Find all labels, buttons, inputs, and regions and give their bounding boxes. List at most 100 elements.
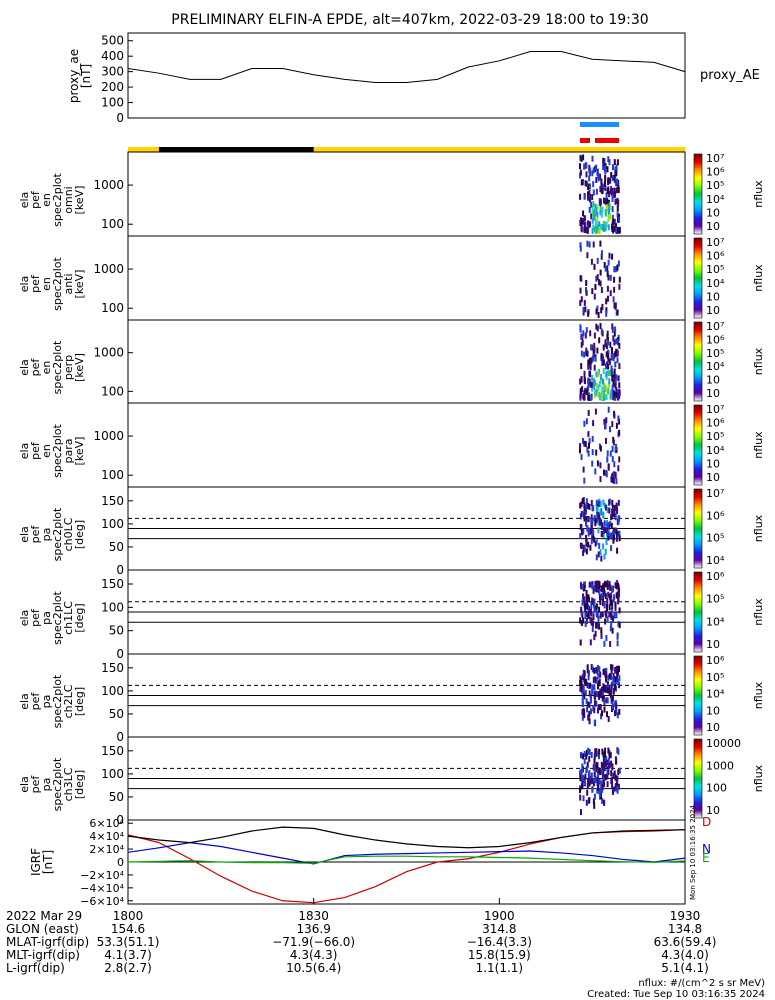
spectrogram-pixel — [594, 758, 596, 764]
spectrogram-pixel — [584, 371, 586, 377]
spectrogram-pixel — [600, 549, 602, 555]
spectrogram-pixel — [619, 535, 621, 541]
proxy-ae-ylabel: [nT] — [79, 64, 93, 88]
spectrogram-pixel — [612, 628, 614, 634]
side-date-label: Mon Sep 10 03:16:35 2024 — [689, 804, 697, 900]
spectrogram-pixel — [594, 468, 596, 474]
spectrogram-pixel — [591, 778, 593, 784]
spectrogram-pixel — [600, 374, 602, 380]
spectrogram-pixel — [599, 672, 601, 678]
panel-ch1LC-ytick-label: 0 — [116, 647, 124, 661]
spectrogram-pixel — [596, 383, 598, 389]
spectrogram-pixel — [589, 582, 591, 588]
spectrogram-pixel — [582, 340, 584, 346]
panel-anti-ytick-label: 1000 — [93, 262, 124, 276]
spectrogram-pixel — [599, 594, 601, 600]
spectrogram-pixel — [595, 165, 597, 171]
spectrogram-pixel — [580, 640, 582, 646]
spectrogram-pixel — [597, 258, 599, 264]
spectrogram-pixel — [604, 619, 606, 625]
spectrogram-pixel — [605, 266, 607, 272]
spectrogram-pixel — [615, 444, 617, 450]
spectrogram-pixel — [597, 371, 599, 377]
spectrogram-pixel — [586, 698, 588, 704]
spectrogram-pixel — [610, 394, 612, 400]
spectrogram-pixel — [580, 752, 582, 758]
spectrogram-pixel — [614, 159, 616, 165]
spectrogram-pixel — [605, 372, 607, 378]
spectrogram-pixel — [584, 547, 586, 553]
panel-ch3LC-ylabel: [deg] — [73, 770, 86, 799]
spectrogram-pixel — [592, 181, 594, 187]
spectrogram-pixel — [607, 698, 609, 704]
panel-ch2LC-ytick-label: 0 — [116, 730, 124, 744]
spectrogram-pixel — [586, 596, 588, 602]
spectrogram-pixel — [588, 674, 590, 680]
spectrogram-pixel — [579, 194, 581, 200]
spectrogram-pixel — [593, 707, 595, 713]
science-zone-bar-blue — [580, 122, 619, 127]
spectrogram-pixel — [589, 168, 591, 174]
spectrogram-pixel — [583, 467, 585, 473]
spectrogram-pixel — [605, 298, 607, 304]
spectrogram-pixel — [590, 609, 592, 615]
spectrogram-pixel — [604, 198, 606, 204]
created-note: Created: Tue Sep 10 03:16:35 2024 — [587, 989, 765, 1000]
spectrogram-pixel — [613, 287, 615, 293]
panel-perp-colorbar — [694, 322, 702, 401]
spectrogram-pixel — [611, 254, 613, 260]
spectrogram-pixel — [588, 443, 590, 449]
spectrogram-pixel — [605, 363, 607, 369]
time-tick-label: 1800 — [113, 909, 144, 923]
spectrogram-pixel — [615, 383, 617, 389]
spectrogram-pixel — [611, 523, 613, 529]
spectrogram-pixel — [601, 687, 603, 693]
spectrogram-pixel — [601, 633, 603, 639]
spectrogram-pixel — [618, 393, 620, 399]
spectrogram-pixel — [585, 621, 587, 627]
spectrogram-pixel — [586, 706, 588, 712]
spectrogram-pixel — [586, 800, 588, 806]
spectrogram-pixel — [608, 530, 610, 536]
panel-ch1LC-pixels — [579, 580, 621, 647]
panel-ch0LC-colorbar-tick: 10⁷ — [706, 487, 724, 500]
panel-anti-colorbar — [694, 238, 702, 318]
spectrogram-pixel — [586, 389, 588, 395]
spectrogram-pixel — [612, 446, 614, 452]
igrf-ytick-label: 4×10⁴ — [89, 830, 124, 843]
spectrogram-pixel — [605, 581, 607, 587]
axis-row-value: 5.1(4.1) — [661, 961, 709, 975]
spectrogram-pixel — [598, 692, 600, 698]
spectrogram-pixel — [598, 767, 600, 773]
spectrogram-pixel — [616, 786, 618, 792]
panel-anti-ytick-label: 100 — [101, 301, 124, 315]
spectrogram-pixel — [593, 668, 595, 674]
panel-para-colorbar-tick: 10⁵ — [706, 430, 724, 443]
spectrogram-pixel — [586, 241, 588, 247]
axis-row-value: 4.1(3.7) — [104, 948, 152, 962]
spectrogram-pixel — [591, 461, 593, 467]
panel-ch3LC-pixels — [579, 747, 621, 815]
spectrogram-pixel — [592, 583, 594, 589]
spectrogram-pixel — [583, 795, 585, 801]
panel-perp-colorbar-tick: 10⁳ — [706, 374, 720, 387]
spectrogram-pixel — [614, 327, 616, 333]
spectrogram-pixel — [580, 524, 582, 530]
spectrogram-pixel — [588, 756, 590, 762]
spectrogram-pixel — [588, 715, 590, 721]
spectrogram-pixel — [596, 554, 598, 560]
spectrogram-pixel — [617, 769, 619, 775]
igrf-ytick-label: 6×10⁴ — [89, 817, 124, 830]
spectrogram-pixel — [606, 539, 608, 545]
spectrogram-pixel — [617, 159, 619, 165]
spectrogram-pixel — [613, 535, 615, 541]
spectrogram-pixel — [597, 785, 599, 791]
spectrogram-pixel — [584, 306, 586, 312]
spectrogram-pixel — [593, 242, 595, 248]
spectrogram-pixel — [602, 583, 604, 589]
spectrogram-pixel — [603, 800, 605, 806]
spectrogram-pixel — [598, 749, 600, 755]
spectrogram-pixel — [580, 242, 582, 248]
spectrogram-pixel — [602, 158, 604, 164]
spectrogram-pixel — [603, 368, 605, 374]
